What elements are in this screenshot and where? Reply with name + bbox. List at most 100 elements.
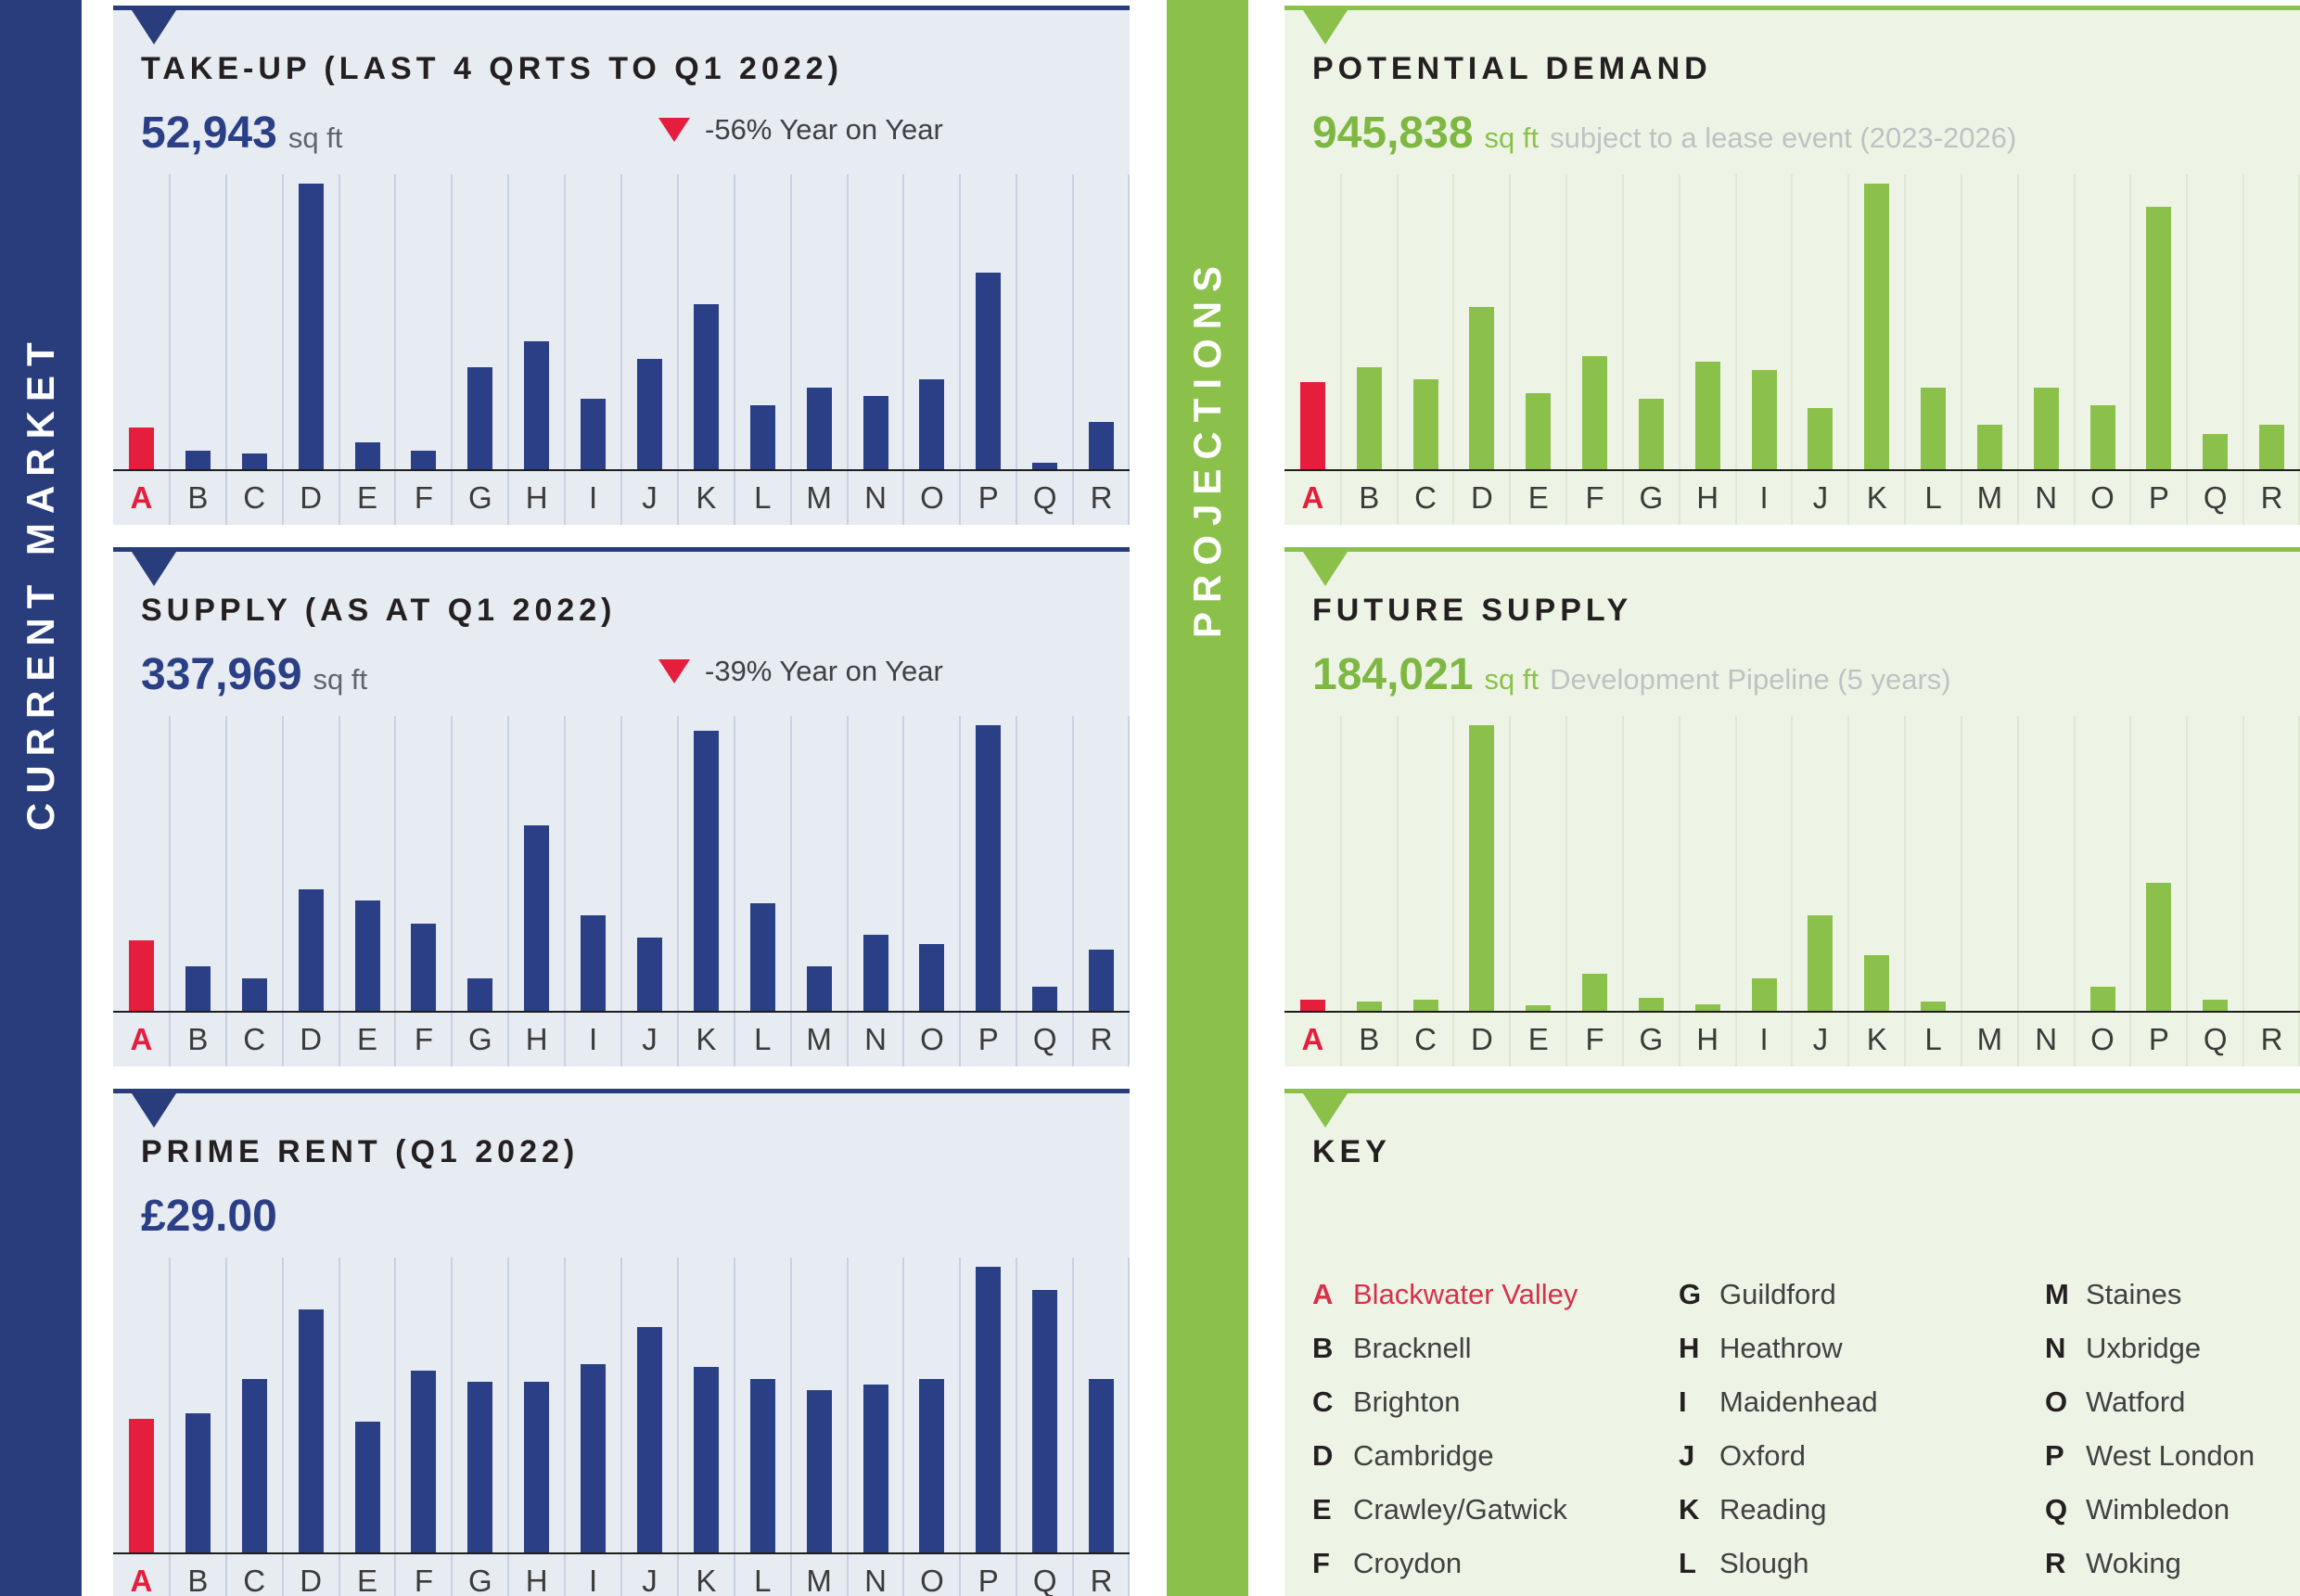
key-name: Wimbledon: [2086, 1493, 2230, 1526]
chart-slot-D: D: [281, 716, 339, 1066]
future-supply-bar-H: [1694, 1004, 1720, 1013]
prime-rent-bar-E: [354, 1422, 380, 1554]
prime-rent-bar-D: [298, 1309, 324, 1554]
future-supply-stat-note: Development Pipeline (5 years): [1550, 663, 1951, 696]
chart-slot-C: C: [224, 1258, 283, 1596]
prime-rent-bar-H: [524, 1382, 550, 1554]
take-up-yoy: -56% Year on Year: [658, 113, 943, 147]
x-axis-label-J: J: [642, 480, 658, 515]
x-axis-label-N: N: [2035, 1022, 2058, 1056]
x-axis-label-Q: Q: [2203, 1022, 2228, 1056]
x-axis-label-E: E: [357, 1022, 378, 1056]
x-axis-label-B: B: [1359, 1022, 1380, 1056]
chart-slot-N: N: [2016, 174, 2075, 525]
potential-demand-bar-M: [1976, 425, 2002, 471]
chart-slot-O: O: [2073, 716, 2131, 1066]
chart-slot-E: E: [338, 716, 396, 1066]
x-axis-label-H: H: [1696, 480, 1719, 515]
chart-slot-J: J: [620, 1258, 678, 1596]
key-entry-Q: Q Wimbledon: [2045, 1483, 2255, 1537]
chart-slot-K: K: [1847, 174, 1905, 525]
x-axis-label-O: O: [2090, 480, 2115, 515]
key-entry-E: E Crawley/Gatwick: [1312, 1483, 1679, 1537]
x-axis-label-L: L: [754, 1564, 772, 1596]
take-up-bar-J: [636, 359, 662, 471]
chart-slot-D: D: [1452, 174, 1510, 525]
chart-slot-F: F: [394, 1258, 452, 1596]
chart-slot-P: P: [959, 1258, 1016, 1596]
chart-slot-F: F: [394, 716, 452, 1066]
chart-slot-H: H: [507, 716, 565, 1066]
supply-bar-O: [919, 944, 945, 1013]
chart-slot-L: L: [733, 716, 791, 1066]
take-up-title: TAKE-UP (LAST 4 QRTS TO Q1 2022): [141, 51, 844, 86]
prime-rent-title: PRIME RENT (Q1 2022): [141, 1134, 580, 1169]
chart-slot-M: M: [789, 1258, 848, 1596]
chart-slot-J: J: [620, 716, 678, 1066]
x-axis-label-D: D: [300, 1564, 323, 1596]
chart-slot-L: L: [1904, 716, 1961, 1066]
x-axis-label-C: C: [1414, 1022, 1437, 1056]
take-up-stat-value: 52,943: [141, 109, 277, 158]
chart-slot-I: I: [564, 174, 621, 525]
take-up-bar-C: [241, 453, 267, 471]
chart-slot-R: R: [2242, 174, 2300, 525]
take-up-yoy-label: -56% Year on Year: [705, 113, 943, 146]
key-letter: J: [1679, 1439, 1695, 1472]
future-supply-bar-K: [1864, 955, 1890, 1013]
chart-slot-J: J: [1791, 174, 1848, 525]
chart-slot-C: C: [1396, 716, 1454, 1066]
x-axis-label-G: G: [1639, 1022, 1664, 1056]
chart-slot-R: R: [1072, 174, 1130, 525]
take-up-bar-I: [581, 399, 607, 471]
key-letter: L: [1679, 1547, 1696, 1579]
x-axis-label-Q: Q: [1032, 480, 1057, 515]
key-name: Woking: [2086, 1547, 2181, 1579]
chart-slot-B: B: [168, 716, 226, 1066]
x-axis-label-G: G: [467, 1564, 492, 1596]
key-letter: I: [1679, 1385, 1687, 1418]
chart-slot-G: G: [451, 174, 508, 525]
take-up-stat-unit: sq ft: [288, 121, 343, 154]
supply-bar-K: [693, 731, 719, 1013]
potential-demand-stat-value: 945,838: [1312, 109, 1474, 158]
x-axis-label-F: F: [414, 1564, 433, 1596]
key-entry-F: F Croydon: [1312, 1537, 1679, 1590]
chart-slot-A: A: [1284, 716, 1341, 1066]
future-supply-title: FUTURE SUPPLY: [1312, 593, 1633, 628]
chart-slot-M: M: [1960, 174, 2018, 525]
x-axis-label-H: H: [1696, 1022, 1719, 1056]
potential-demand-bar-K: [1864, 184, 1890, 471]
current-market-column: TAKE-UP (LAST 4 QRTS TO Q1 2022) 52,943 …: [113, 0, 1130, 1596]
x-axis-label-F: F: [414, 480, 433, 515]
supply-bar-Q: [1032, 987, 1058, 1013]
future-supply-bar-E: [1526, 1005, 1552, 1013]
supply-panel: SUPPLY (AS AT Q1 2022) 337,969 sq ft -39…: [113, 547, 1130, 1066]
supply-stat: 337,969 sq ft -39% Year on Year: [141, 649, 1130, 707]
current-market-band-label: CURRENT MARKET: [19, 333, 62, 831]
panel-pointer-icon: [1303, 1093, 1348, 1128]
potential-demand-bar-H: [1694, 362, 1720, 471]
future-supply-bar-B: [1356, 1002, 1382, 1013]
x-axis-label-E: E: [1527, 480, 1549, 515]
key-entry-H: H Heathrow: [1679, 1321, 2045, 1375]
chart-slot-R: R: [1072, 716, 1130, 1066]
future-supply-stat: 184,021 sq ft Development Pipeline (5 ye…: [1312, 649, 2300, 707]
x-axis-label-C: C: [243, 1022, 266, 1056]
potential-demand-bar-Q: [2203, 434, 2229, 471]
x-axis-label-D: D: [300, 480, 323, 515]
chart-slot-N: N: [2016, 716, 2075, 1066]
x-axis-label-A: A: [130, 1022, 153, 1056]
potential-demand-bar-C: [1412, 379, 1438, 471]
take-up-bar-H: [524, 341, 550, 471]
key-name: Heathrow: [1719, 1332, 1843, 1364]
key-name: Brighton: [1353, 1385, 1461, 1418]
prime-rent-bar-P: [976, 1267, 1002, 1554]
chart-slot-G: G: [451, 716, 508, 1066]
x-axis-label-O: O: [920, 1564, 944, 1596]
supply-bar-N: [862, 935, 888, 1013]
future-supply-bar-O: [2089, 987, 2115, 1013]
chart-slot-A: A: [113, 716, 170, 1066]
